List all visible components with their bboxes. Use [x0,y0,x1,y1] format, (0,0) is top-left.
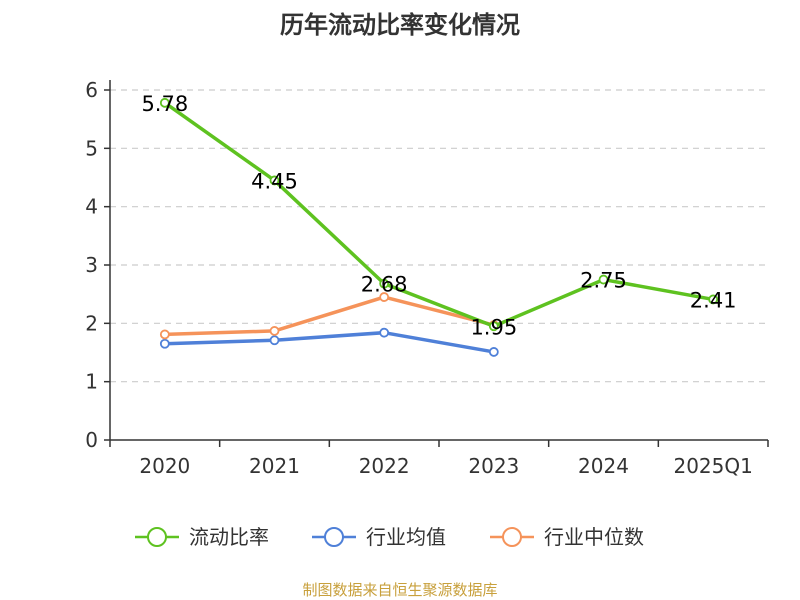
data-point [269,335,280,346]
data-point [379,278,390,289]
data-point [159,338,170,349]
x-tick-label: 2021 [249,454,300,478]
x-tick-label: 2022 [359,454,410,478]
data-label: 5.78 [141,92,188,116]
legend-label: 流动比率 [189,525,269,549]
data-point [269,175,280,186]
series-line-2 [163,295,496,337]
data-label: 4.45 [251,169,298,193]
data-point [159,329,170,340]
y-tick-label: 2 [85,311,98,335]
data-point [269,326,280,336]
legend-marker-icon [502,527,522,547]
data-point [708,294,719,305]
x-tick-label: 2024 [578,454,629,478]
x-tick-label: 2023 [468,454,519,478]
legend-marker-icon [324,527,344,547]
series-line-1 [163,330,496,354]
legend[interactable]: 流动比率 行业均值 行业中位数 [135,525,644,549]
y-tick-label: 3 [85,253,98,277]
x-tick-label: 2025Q1 [673,454,752,478]
axes: 0 1 2 3 4 5 6 2020 2021 2022 2023 2024 2025Q1 [85,78,769,478]
series-layer [159,97,719,357]
legend-item[interactable]: 行业中位数 [490,525,644,549]
x-tick-label: 2020 [139,454,190,478]
series-line-0 [163,101,715,328]
legend-label: 行业均值 [366,525,446,549]
data-label: 2.41 [690,288,737,312]
data-point [379,327,390,338]
data-point [159,97,170,108]
data-point [488,347,499,357]
data-point [598,274,609,285]
y-tick-label: 0 [85,428,98,452]
data-label: 2.75 [580,269,627,293]
source-note: 制图数据来自恒生聚源数据库 [302,581,497,599]
chart-title: 历年流动比率变化情况 [280,11,520,39]
legend-item[interactable]: 行业均值 [312,525,446,549]
y-tick-label: 5 [85,136,98,160]
data-labels: 5.78 4.45 2.68 1.95 2.75 2.41 [141,92,736,339]
y-tick-label: 1 [85,370,98,394]
y-tick-label: 6 [85,78,98,102]
data-label: 1.95 [470,315,517,339]
legend-label: 行业中位数 [544,525,644,549]
y-tick-label: 4 [85,195,98,219]
data-point [488,321,499,332]
legend-item[interactable]: 流动比率 [135,525,269,549]
data-label: 2.68 [361,273,408,297]
legend-marker-icon [147,527,167,547]
data-point [379,292,390,302]
